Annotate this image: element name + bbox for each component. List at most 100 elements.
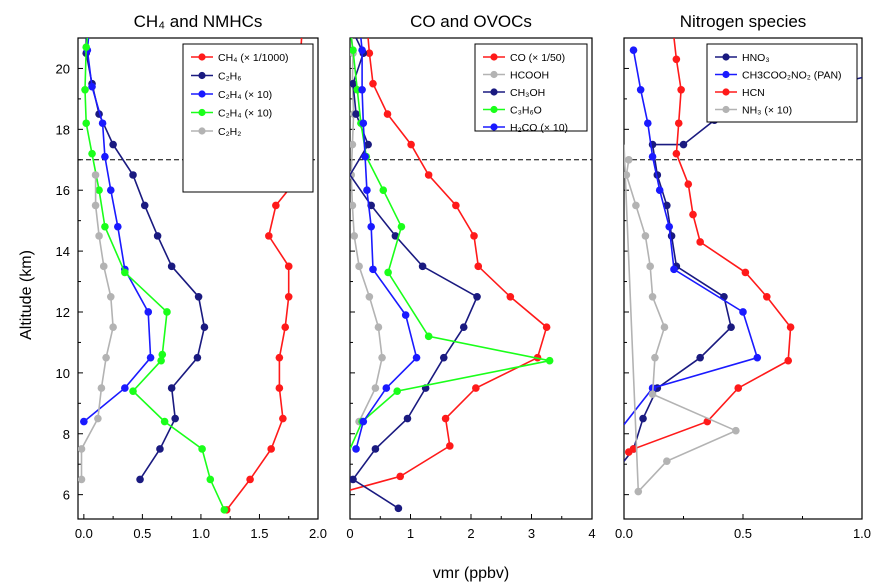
data-point xyxy=(160,417,169,426)
data-point xyxy=(732,426,740,435)
data-point xyxy=(379,186,388,195)
data-point xyxy=(267,445,275,453)
data-point xyxy=(365,292,374,301)
x-tick-label: 0.0 xyxy=(75,526,93,541)
legend-marker xyxy=(198,53,206,61)
data-point xyxy=(363,186,371,195)
data-point xyxy=(220,506,229,514)
x-tick-label: 0.5 xyxy=(734,526,752,541)
data-point xyxy=(667,232,676,240)
data-point xyxy=(352,110,360,118)
data-point xyxy=(446,442,454,450)
legend-entry-label: CH₃OH xyxy=(510,87,545,99)
y-tick-label: 20 xyxy=(56,61,70,76)
data-point xyxy=(470,232,478,240)
legend-marker xyxy=(198,71,206,80)
data-point xyxy=(101,152,109,161)
legend-marker xyxy=(722,105,730,114)
legend-marker xyxy=(490,105,498,114)
data-point xyxy=(418,262,427,271)
data-point xyxy=(696,353,704,362)
chart-panel-1: CH₄ and NMHCs 0.0 0.5 1.0 1.5 2.0 6 8 10 12 14 16 18… xyxy=(56,12,328,541)
data-point xyxy=(648,390,657,398)
data-point xyxy=(629,445,638,453)
data-point xyxy=(206,475,215,484)
data-point xyxy=(275,353,284,362)
series-line-3 xyxy=(350,38,479,509)
data-point xyxy=(144,308,153,316)
data-point xyxy=(358,85,366,94)
data-point xyxy=(78,475,86,484)
data-point xyxy=(272,201,280,210)
data-point xyxy=(545,356,554,365)
legend-entry-label: CO (× 1/50) xyxy=(510,52,565,64)
data-point xyxy=(88,82,96,91)
data-point xyxy=(359,417,368,426)
data-point xyxy=(167,262,176,271)
data-point xyxy=(646,262,654,271)
legend: HNO₃ CH3COO₂NO₂ (PAN) HCN NH₃ (× 10) xyxy=(706,43,858,123)
chart-panel-2: CO and OVOCs 0 1 2 3 4 CO (× 1/50) HCOOH CH₃OH C₃… xyxy=(346,12,595,541)
series-group xyxy=(78,38,305,514)
data-point xyxy=(350,46,357,54)
data-point xyxy=(153,232,162,240)
x-tick-label: 2 xyxy=(467,526,474,541)
data-point xyxy=(763,292,771,301)
data-point xyxy=(629,46,638,54)
data-point xyxy=(106,292,115,301)
data-point xyxy=(424,332,433,341)
series-line-5 xyxy=(80,175,114,480)
data-point xyxy=(365,49,374,58)
y-tick-label: 18 xyxy=(56,122,70,137)
data-point xyxy=(734,384,743,392)
data-point xyxy=(644,119,652,128)
y-tick-label: 16 xyxy=(56,183,70,198)
legend-entry-label: CH3COO₂NO₂ (PAN) xyxy=(742,70,842,82)
data-point xyxy=(129,171,137,179)
legend-marker xyxy=(198,108,206,117)
data-point xyxy=(369,265,377,274)
data-point xyxy=(665,222,674,231)
legend-box xyxy=(182,43,314,193)
data-point xyxy=(359,119,368,128)
y-tick-label: 12 xyxy=(56,305,70,320)
data-point xyxy=(95,186,103,195)
data-point xyxy=(424,171,433,179)
legend: CH₄ (× 1/1000) C₂H₆ C₂H₄ (× 10) C₂H₄ (× 10)… xyxy=(182,43,314,193)
data-point xyxy=(670,265,678,274)
data-point xyxy=(194,292,203,301)
legend-marker xyxy=(198,90,206,98)
data-point xyxy=(101,222,109,231)
y-tick-label: 10 xyxy=(56,366,70,381)
data-point xyxy=(95,232,103,240)
legend-entry-label: HNO₃ xyxy=(742,52,770,64)
data-point xyxy=(361,152,369,161)
data-point xyxy=(632,201,640,210)
data-point xyxy=(156,445,164,453)
data-point xyxy=(140,201,149,210)
data-point xyxy=(674,119,683,128)
x-tick-label: 0 xyxy=(346,526,353,541)
series-group xyxy=(624,38,862,496)
data-point xyxy=(121,268,129,277)
data-point xyxy=(473,292,481,301)
data-point xyxy=(171,414,179,423)
y-axis-label: Altitude (km) xyxy=(18,250,35,340)
plot-frame xyxy=(77,37,319,520)
legend-entry-label: CH₄ (× 1/1000) xyxy=(218,52,289,64)
series-line-4 xyxy=(624,144,738,494)
data-point xyxy=(412,353,421,362)
y-tick-label: 6 xyxy=(63,488,70,503)
data-point xyxy=(655,186,664,195)
legend-entry-label: C₂H₄ (× 10) xyxy=(218,89,272,101)
data-point xyxy=(391,232,400,240)
data-point xyxy=(648,152,657,161)
data-point xyxy=(689,210,697,219)
series-line-4 xyxy=(84,38,226,511)
data-point xyxy=(121,384,129,392)
data-point xyxy=(284,262,293,271)
legend-entry-label: C₂H₆ xyxy=(218,71,241,83)
x-tick-label: 0.0 xyxy=(615,526,633,541)
legend-marker xyxy=(722,70,730,79)
x-tick-label: 1.0 xyxy=(853,526,871,541)
